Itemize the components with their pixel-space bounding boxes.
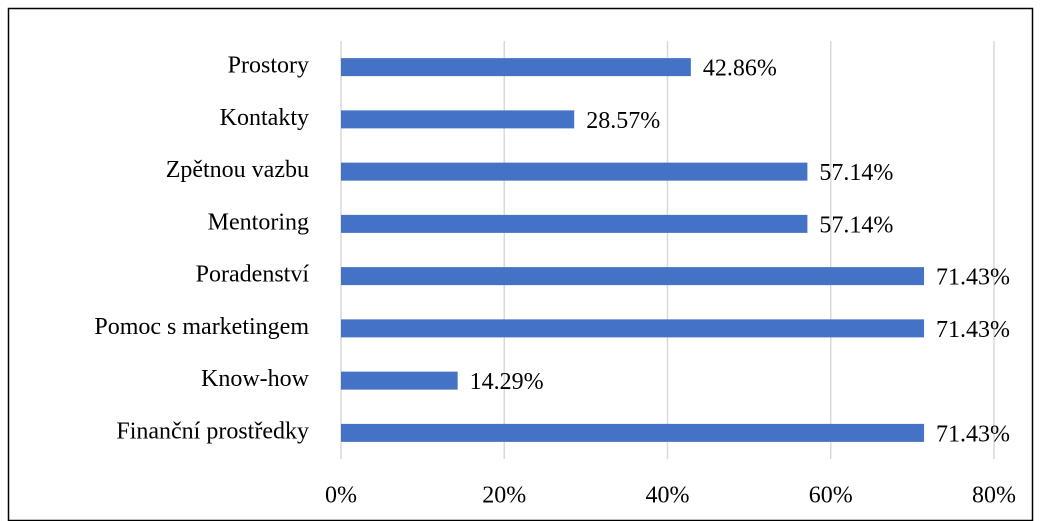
bar <box>341 423 925 442</box>
y-tick-label: Poradenství <box>196 262 310 288</box>
x-tick-label: 20% <box>482 483 526 509</box>
value-label: 42.86% <box>703 56 777 82</box>
y-tick-label: Zpětnou vazbu <box>166 157 309 183</box>
y-tick-label: Kontakty <box>220 105 309 131</box>
y-tick-label: Mentoring <box>208 209 309 235</box>
value-label: 57.14% <box>819 160 893 186</box>
bar <box>341 267 925 286</box>
bar <box>341 162 808 181</box>
value-label: 71.43% <box>936 317 1010 343</box>
y-tick-label: Know-how <box>201 366 310 392</box>
bar <box>341 371 458 390</box>
y-tick-label: Pomoc s marketingem <box>94 314 309 340</box>
y-tick-label: Prostory <box>228 53 309 79</box>
bar <box>341 319 925 338</box>
x-tick-label: 40% <box>646 483 690 509</box>
bar <box>341 110 575 129</box>
value-label: 57.14% <box>819 212 893 238</box>
x-tick-label: 0% <box>325 483 357 509</box>
value-label: 71.43% <box>936 265 1010 291</box>
x-tick-label: 60% <box>809 483 853 509</box>
bar <box>341 58 691 77</box>
value-label: 71.43% <box>936 421 1010 447</box>
bar <box>341 214 808 233</box>
y-tick-label: Finanční prostředky <box>116 418 309 444</box>
x-tick-label: 80% <box>972 483 1016 509</box>
value-label: 14.29% <box>470 369 544 395</box>
value-label: 28.57% <box>586 108 660 134</box>
